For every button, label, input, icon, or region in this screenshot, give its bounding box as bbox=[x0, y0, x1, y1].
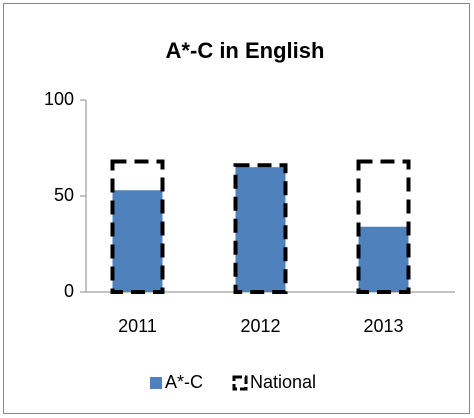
bar-outline bbox=[233, 163, 288, 294]
legend-label: A*-C bbox=[165, 372, 203, 392]
y-tick-label: 100 bbox=[44, 89, 74, 109]
bar-outline bbox=[356, 159, 411, 294]
legend-swatch bbox=[150, 377, 162, 389]
legend-swatch bbox=[232, 375, 248, 391]
bar-outline bbox=[110, 159, 165, 294]
bar bbox=[358, 226, 409, 292]
y-tick-label: 50 bbox=[54, 185, 74, 205]
bar bbox=[112, 190, 163, 292]
x-tick-label: 2012 bbox=[240, 316, 280, 336]
x-tick-label: 2013 bbox=[363, 316, 403, 336]
legend-label: National bbox=[250, 372, 316, 392]
x-tick-label: 2011 bbox=[118, 316, 157, 336]
y-tick-label: 0 bbox=[64, 281, 74, 301]
bar bbox=[235, 167, 286, 292]
chart-title: A*-C in English bbox=[166, 38, 325, 63]
